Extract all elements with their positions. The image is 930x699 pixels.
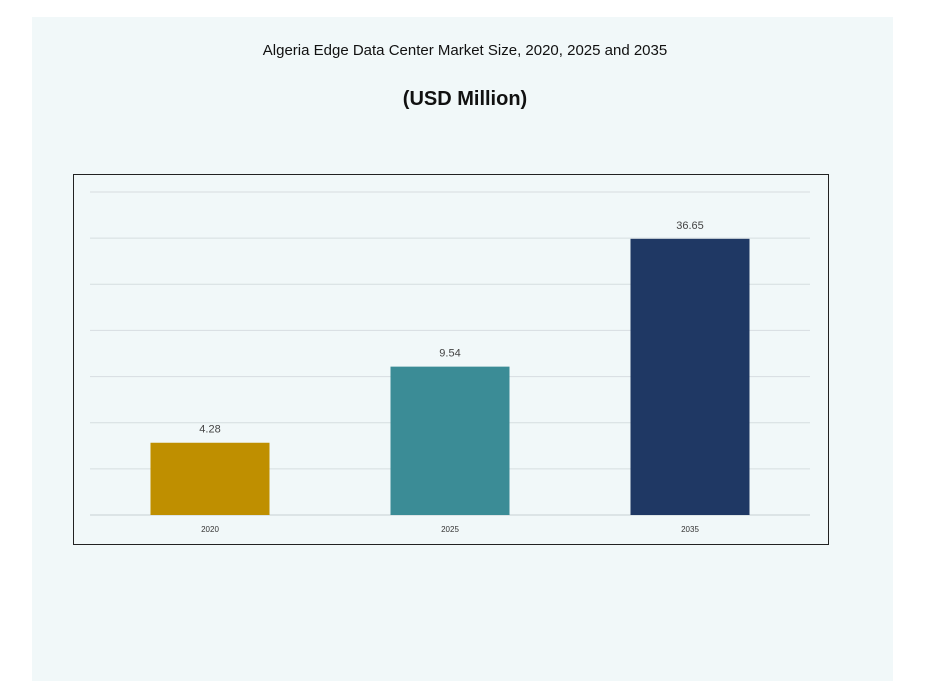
bar-2020	[150, 442, 270, 515]
data-label: 4.28	[199, 424, 220, 436]
data-label: 9.54	[439, 348, 460, 360]
data-label: 36.65	[676, 220, 704, 232]
x-tick-label: 2035	[681, 525, 699, 534]
bar-2035	[630, 238, 750, 516]
chart-subtitle: (USD Million)	[402, 88, 528, 110]
x-tick-label: 2020	[201, 525, 219, 534]
plot-frame	[73, 174, 829, 545]
bar-2025	[390, 366, 510, 515]
chart-title: Algeria Edge Data Center Market Size, 20…	[262, 42, 668, 59]
x-tick-label: 2025	[441, 525, 459, 534]
